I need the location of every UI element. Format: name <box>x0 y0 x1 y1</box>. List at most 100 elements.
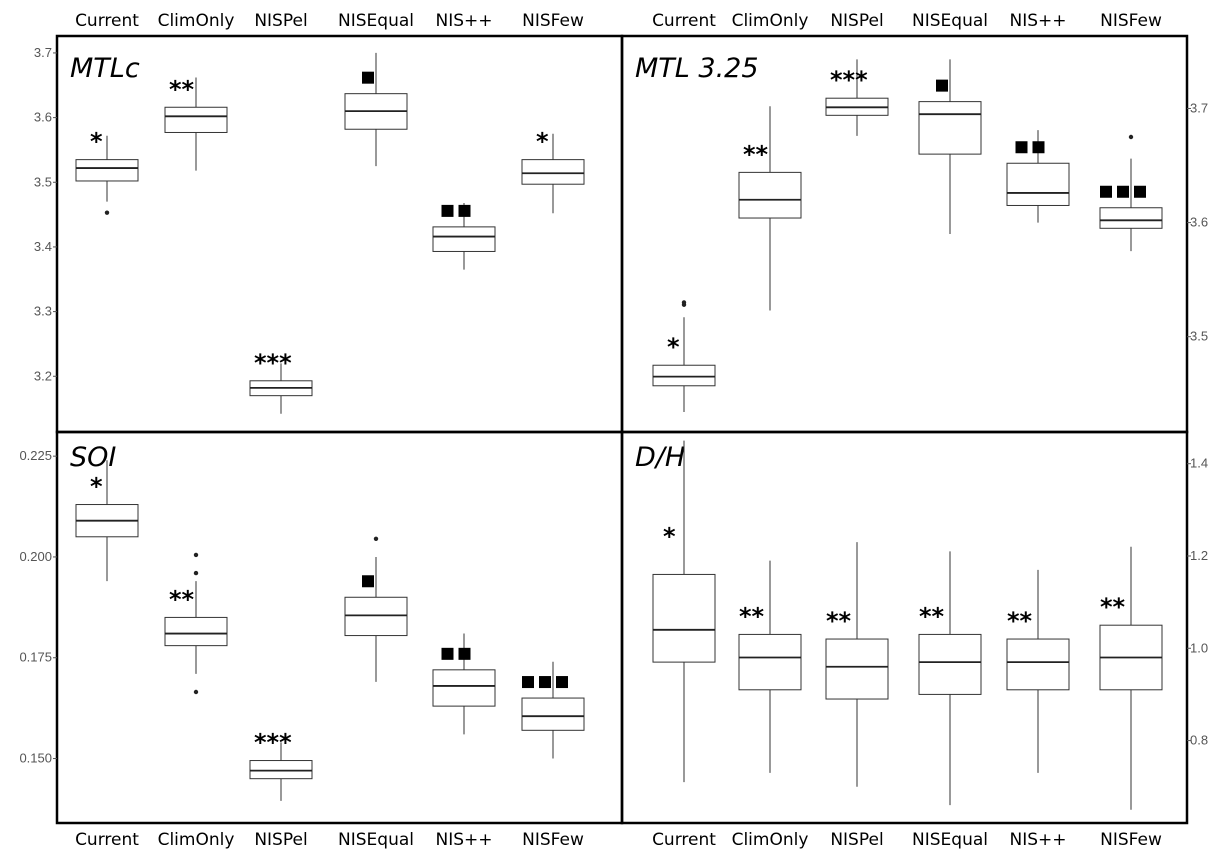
box-NISFew: ** <box>1100 547 1162 810</box>
significance-asterisks: * <box>663 522 676 550</box>
significance-square <box>459 205 471 217</box>
y-tick-label: 0.200 <box>19 549 52 564</box>
category-label: ClimOnly <box>732 830 809 850</box>
category-label: ClimOnly <box>158 830 235 850</box>
outlier-point <box>105 210 109 214</box>
box-iqr <box>345 597 407 635</box>
category-label: ClimOnly <box>158 11 235 31</box>
box-ClimOnly: ** <box>739 106 801 310</box>
box-NISFew <box>522 662 584 759</box>
box-ClimOnly: ** <box>739 561 801 773</box>
box-ClimOnly: ** <box>165 553 227 694</box>
category-label: Current <box>75 830 139 850</box>
box-iqr <box>919 634 981 694</box>
box-NISEqual <box>919 59 981 234</box>
y-tick-label: 3.4 <box>34 239 52 254</box>
significance-square <box>362 72 374 84</box>
y-tick-label: 3.5 <box>34 174 52 189</box>
y-tick-label: 3.6 <box>34 110 52 125</box>
significance-square <box>1117 186 1129 198</box>
outlier-point <box>374 537 378 541</box>
box-NISFew <box>1100 135 1162 251</box>
panel-frame <box>57 432 622 823</box>
box-iqr <box>522 698 584 730</box>
box-NISPel: *** <box>250 349 312 414</box>
outlier-point <box>194 690 198 694</box>
box-iqr <box>1007 163 1069 205</box>
y-tick-label: 0.8 <box>1190 733 1208 748</box>
category-label: Current <box>652 830 716 850</box>
significance-asterisks: * <box>667 333 680 361</box>
category-label: Current <box>652 11 716 31</box>
y-tick-label: 3.7 <box>34 45 52 60</box>
significance-square <box>1033 141 1045 153</box>
category-label: NISEqual <box>912 830 988 850</box>
significance-square <box>1134 186 1146 198</box>
box-iqr <box>165 107 227 132</box>
box-Current: * <box>653 441 715 782</box>
category-label: NISEqual <box>338 830 414 850</box>
box-NIS++ <box>1007 130 1069 222</box>
box-iqr <box>653 365 715 386</box>
category-label: NIS++ <box>435 11 492 31</box>
significance-asterisks: * <box>90 473 103 501</box>
significance-square <box>1016 141 1028 153</box>
significance-asterisks: ** <box>169 75 195 103</box>
category-label: NISPel <box>254 11 307 31</box>
significance-square <box>442 205 454 217</box>
box-iqr <box>76 160 138 181</box>
significance-square <box>459 648 471 660</box>
y-tick-label: 0.175 <box>19 650 52 665</box>
category-label: NISFew <box>1100 830 1162 850</box>
box-iqr <box>739 634 801 689</box>
box-Current: * <box>653 300 715 412</box>
box-iqr <box>1007 639 1069 690</box>
y-tick-label: 1.4 <box>1190 456 1208 471</box>
category-label: NISFew <box>522 11 584 31</box>
box-iqr <box>919 102 981 154</box>
category-label: NIS++ <box>1009 11 1066 31</box>
box-NISPel: ** <box>826 542 888 787</box>
significance-square <box>539 676 551 688</box>
box-NISFew: * <box>522 128 584 214</box>
y-tick-label: 3.6 <box>1190 215 1208 230</box>
panel-frame <box>57 36 622 432</box>
panel-title: MTLc <box>70 53 140 84</box>
outlier-point <box>194 571 198 575</box>
category-label: NISPel <box>830 11 883 31</box>
category-label: ClimOnly <box>732 11 809 31</box>
category-label: NIS++ <box>1009 830 1066 850</box>
box-NISPel: *** <box>826 59 888 135</box>
category-label: NISFew <box>1100 11 1162 31</box>
category-label: NIS++ <box>435 830 492 850</box>
y-tick-label: 1.0 <box>1190 640 1208 655</box>
significance-asterisks: ** <box>739 602 765 630</box>
significance-asterisks: *** <box>830 66 868 94</box>
box-iqr <box>826 639 888 699</box>
panel-title: D/H <box>635 442 685 473</box>
significance-asterisks: ** <box>1007 607 1033 635</box>
y-tick-label: 3.3 <box>34 304 52 319</box>
category-label: NISEqual <box>912 11 988 31</box>
y-tick-label: 0.225 <box>19 448 52 463</box>
significance-square <box>556 676 568 688</box>
significance-asterisks: *** <box>254 729 292 757</box>
y-tick-label: 3.7 <box>1190 100 1208 115</box>
category-label: Current <box>75 11 139 31</box>
significance-asterisks: *** <box>254 349 292 377</box>
category-label: NISEqual <box>338 11 414 31</box>
panel-title: SOI <box>70 442 116 473</box>
box-iqr <box>250 761 312 779</box>
outlier-point <box>682 300 686 304</box>
box-NIS++ <box>433 634 495 735</box>
significance-square <box>362 575 374 587</box>
y-tick-label: 3.2 <box>34 368 52 383</box>
y-tick-label: 3.5 <box>1190 329 1208 344</box>
significance-asterisks: ** <box>169 585 195 613</box>
panel-4: 0.81.01.21.4D/H*** ** ** ** **Current ClimOnl… <box>622 432 1208 850</box>
category-label: NISPel <box>254 830 307 850</box>
box-ClimOnly: ** <box>165 75 227 170</box>
